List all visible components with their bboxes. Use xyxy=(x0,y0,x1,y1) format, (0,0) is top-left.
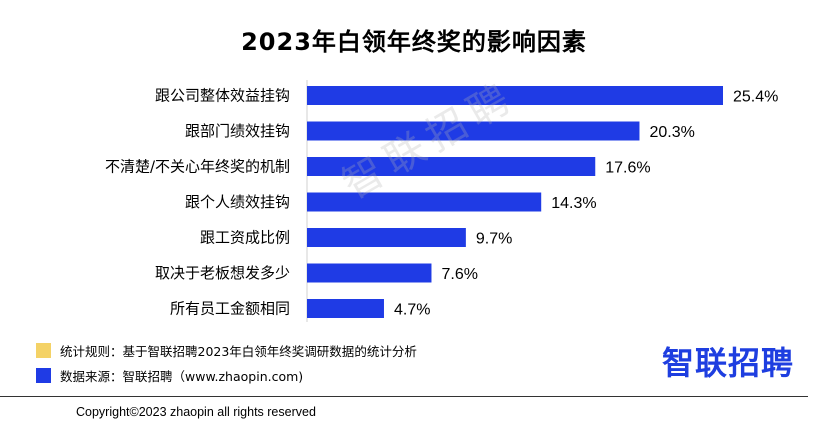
bar xyxy=(307,299,384,318)
category-label: 跟工资成比例 xyxy=(200,229,290,247)
footer-divider xyxy=(0,396,808,397)
bar xyxy=(307,86,723,105)
category-label: 所有员工金额相同 xyxy=(170,300,290,318)
legend-text-rule: 统计规则：基于智联招聘2023年白领年终奖调研数据的统计分析 xyxy=(60,344,417,359)
legend-swatch-yellow xyxy=(36,343,51,358)
value-label: 4.7% xyxy=(394,302,430,319)
bar xyxy=(307,192,542,212)
legend-swatch-blue xyxy=(36,368,51,383)
legend-item-rule: 统计规则：基于智联招聘2023年白领年终奖调研数据的统计分析 xyxy=(36,341,417,360)
category-label: 取决于老板想发多少 xyxy=(155,264,290,282)
value-label: 9.7% xyxy=(476,231,512,248)
value-label: 17.6% xyxy=(605,160,650,177)
value-label: 7.6% xyxy=(441,266,477,283)
copyright-text: Copyright©2023 zhaopin all rights reserv… xyxy=(76,405,316,419)
category-label: 跟公司整体效益挂钩 xyxy=(155,87,290,105)
bar-chart: 跟公司整体效益挂钩 25.4% 跟部门绩效挂钩 20.3% 不清楚/不关心年终奖的机制 1… xyxy=(105,80,778,322)
chart-title: 2023年白领年终奖的影响因素 xyxy=(241,28,587,56)
bar xyxy=(307,121,640,141)
value-label: 25.4% xyxy=(733,89,778,106)
legend-text-source: 数据来源：智联招聘（www.zhaopin.com) xyxy=(60,369,304,384)
value-label: 20.3% xyxy=(649,124,694,141)
legend-item-source: 数据来源：智联招聘（www.zhaopin.com) xyxy=(36,366,303,385)
bar xyxy=(307,263,432,283)
value-label: 14.3% xyxy=(551,195,596,212)
category-label: 不清楚/不关心年终奖的机制 xyxy=(105,158,290,176)
brand-logo: 智联招聘 xyxy=(662,344,795,382)
category-label: 跟部门绩效挂钩 xyxy=(185,122,290,140)
bar xyxy=(307,228,466,247)
bar xyxy=(307,157,596,176)
category-label: 跟个人绩效挂钩 xyxy=(185,193,290,211)
